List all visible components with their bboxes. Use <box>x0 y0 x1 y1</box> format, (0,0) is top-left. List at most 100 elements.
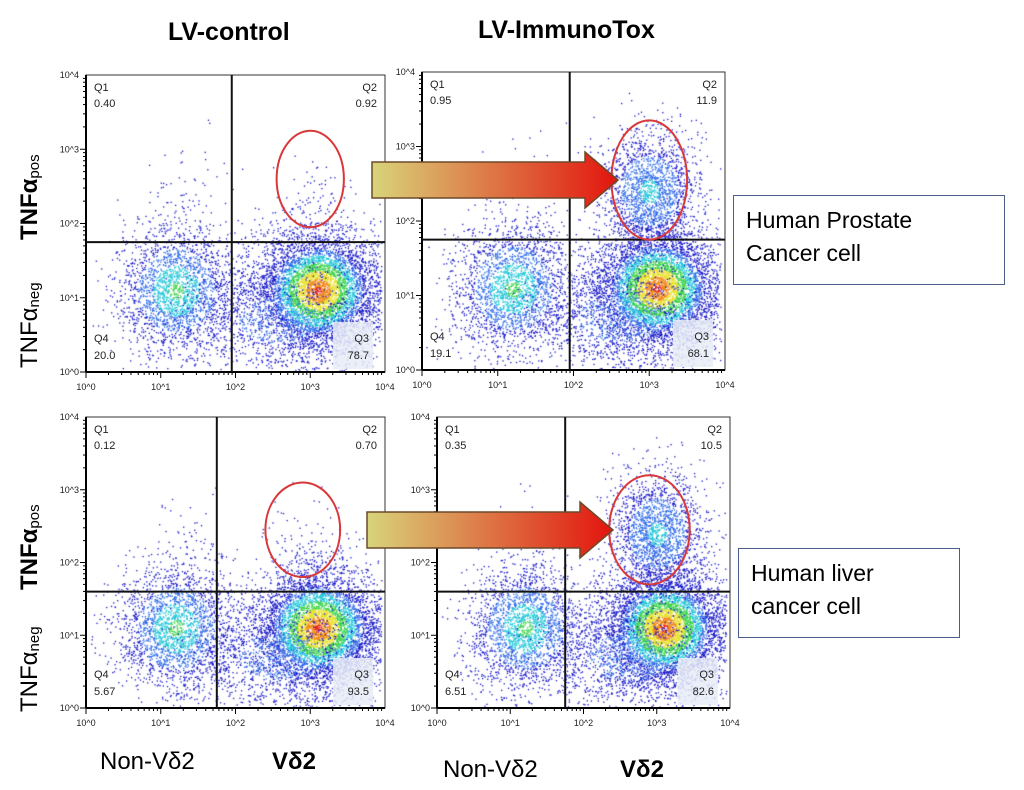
q3-label-background <box>333 322 373 369</box>
x-tick-label: 10^3 <box>647 718 666 728</box>
x-tick-label: 10^2 <box>564 380 583 390</box>
label-box-prostate: Human Prostate Cancer cell <box>733 195 1005 285</box>
y-label-tnfa-neg-top: TNFαneg <box>16 282 43 368</box>
q1-value: 0.12 <box>94 440 115 452</box>
q3-label: Q3 <box>354 333 369 345</box>
x-tick-label: 10^1 <box>151 382 170 392</box>
q1-label: Q1 <box>430 79 445 91</box>
x-tick-label: 10^0 <box>412 380 431 390</box>
y-label-tnfa-pos-top: TNFαpos <box>16 154 43 240</box>
q4-value: 5.67 <box>94 686 115 698</box>
q4-value: 6.51 <box>445 686 466 698</box>
flow-plot-liver-immunotox: 10^0 10^1 10^2 10^3 10^4 10^0 10^1 10^2 10^3 10^4… <box>411 412 740 728</box>
y-tick-label: 10^1 <box>60 293 79 303</box>
y-tick-label: 10^4 <box>411 412 430 422</box>
x-label-non-vd2-right: Non-Vδ2 <box>443 756 538 783</box>
flow-plot-prostate-control: 10^0 10^1 10^2 10^3 10^4 10^0 10^1 10^2 10^3 10^4… <box>60 70 395 392</box>
y-tick-label: 10^2 <box>411 558 430 568</box>
gate-ellipse <box>275 129 345 229</box>
q3-value: 93.5 <box>348 686 369 698</box>
x-label-vd2-right: Vδ2 <box>620 756 664 783</box>
q1-label: Q1 <box>94 82 109 94</box>
x-tick-label: 10^4 <box>715 380 734 390</box>
q3-value: 82.6 <box>693 686 714 698</box>
column-title-lv-immunotox: LV-ImmunoTox <box>478 16 655 44</box>
q3-label-background <box>673 320 713 367</box>
plot-overlay: 10^0 10^1 10^2 10^3 10^4 10^0 10^1 10^2 10^3 10^4… <box>60 412 395 728</box>
q4-label: Q4 <box>430 331 445 343</box>
x-tick-label: 10^3 <box>301 718 320 728</box>
x-tick-label: 10^3 <box>301 382 320 392</box>
x-label-vd2-left: Vδ2 <box>272 748 316 775</box>
q2-label: Q2 <box>362 424 377 436</box>
q2-value: 0.92 <box>356 98 377 110</box>
q1-value: 0.95 <box>430 95 451 107</box>
q3-value: 68.1 <box>688 348 709 360</box>
y-tick-label: 10^1 <box>60 630 79 640</box>
q4-value: 19.1 <box>430 348 451 360</box>
q2-value: 0.70 <box>356 440 377 452</box>
q4-label: Q4 <box>94 669 109 681</box>
arrow-icon-bottom <box>366 500 615 560</box>
x-tick-label: 10^4 <box>375 718 394 728</box>
q3-label: Q3 <box>694 331 709 343</box>
q2-value: 11.9 <box>696 95 717 107</box>
q3-label-background <box>678 658 718 705</box>
q4-value: 20.0 <box>94 350 115 362</box>
q4-label: Q4 <box>445 669 460 681</box>
y-tick-label: 10^3 <box>396 142 415 152</box>
x-tick-label: 10^2 <box>226 718 245 728</box>
q3-value: 78.7 <box>348 350 369 362</box>
x-tick-label: 10^2 <box>226 382 245 392</box>
y-tick-label: 10^0 <box>396 365 415 375</box>
q1-value: 0.40 <box>94 98 115 110</box>
flow-plot-prostate-immunotox: 10^0 10^1 10^2 10^3 10^4 10^0 10^1 10^2 10^3 10^4… <box>396 67 735 390</box>
y-tick-label: 10^0 <box>411 703 430 713</box>
q3-label-background <box>333 658 373 705</box>
x-label-non-vd2-left: Non-Vδ2 <box>100 748 195 775</box>
y-tick-label: 10^2 <box>396 216 415 226</box>
q4-label: Q4 <box>94 333 109 345</box>
q1-label: Q1 <box>94 424 109 436</box>
q1-value: 0.35 <box>445 440 466 452</box>
x-tick-label: 10^0 <box>76 382 95 392</box>
arrow-icon-top <box>371 150 620 210</box>
y-tick-label: 10^3 <box>411 485 430 495</box>
y-tick-label: 10^1 <box>411 630 430 640</box>
plot-overlay: 10^0 10^1 10^2 10^3 10^4 10^0 10^1 10^2 10^3 10^4… <box>396 67 735 390</box>
q2-label: Q2 <box>707 424 722 436</box>
q2-label: Q2 <box>362 82 377 94</box>
y-tick-label: 10^4 <box>396 67 415 77</box>
y-tick-label: 10^2 <box>60 219 79 229</box>
q1-label: Q1 <box>445 424 460 436</box>
y-tick-label: 10^4 <box>60 412 79 422</box>
y-tick-label: 10^4 <box>60 70 79 80</box>
label-box-liver: Human liver cancer cell <box>738 548 960 638</box>
x-tick-label: 10^2 <box>574 718 593 728</box>
y-label-tnfa-neg-bottom: TNFαneg <box>16 626 43 712</box>
x-tick-label: 10^3 <box>640 380 659 390</box>
plot-overlay: 10^0 10^1 10^2 10^3 10^4 10^0 10^1 10^2 10^3 10^4… <box>60 70 395 392</box>
q2-label: Q2 <box>702 79 717 91</box>
x-tick-label: 10^1 <box>488 380 507 390</box>
x-tick-label: 10^1 <box>151 718 170 728</box>
plot-overlay: 10^0 10^1 10^2 10^3 10^4 10^0 10^1 10^2 10^3 10^4… <box>411 412 740 728</box>
y-tick-label: 10^3 <box>60 144 79 154</box>
x-tick-label: 10^0 <box>427 718 446 728</box>
y-tick-label: 10^0 <box>60 367 79 377</box>
x-tick-label: 10^4 <box>720 718 739 728</box>
y-label-tnfa-pos-bottom: TNFαpos <box>16 504 43 590</box>
y-tick-label: 10^2 <box>60 558 79 568</box>
y-tick-label: 10^0 <box>60 703 79 713</box>
q3-label: Q3 <box>354 669 369 681</box>
gate-ellipse <box>264 481 342 579</box>
x-tick-label: 10^4 <box>375 382 394 392</box>
y-tick-label: 10^1 <box>396 291 415 301</box>
q3-label: Q3 <box>699 669 714 681</box>
x-tick-label: 10^0 <box>76 718 95 728</box>
x-tick-label: 10^1 <box>501 718 520 728</box>
y-tick-label: 10^3 <box>60 485 79 495</box>
column-title-lv-control: LV-control <box>168 18 290 46</box>
q2-value: 10.5 <box>701 440 722 452</box>
